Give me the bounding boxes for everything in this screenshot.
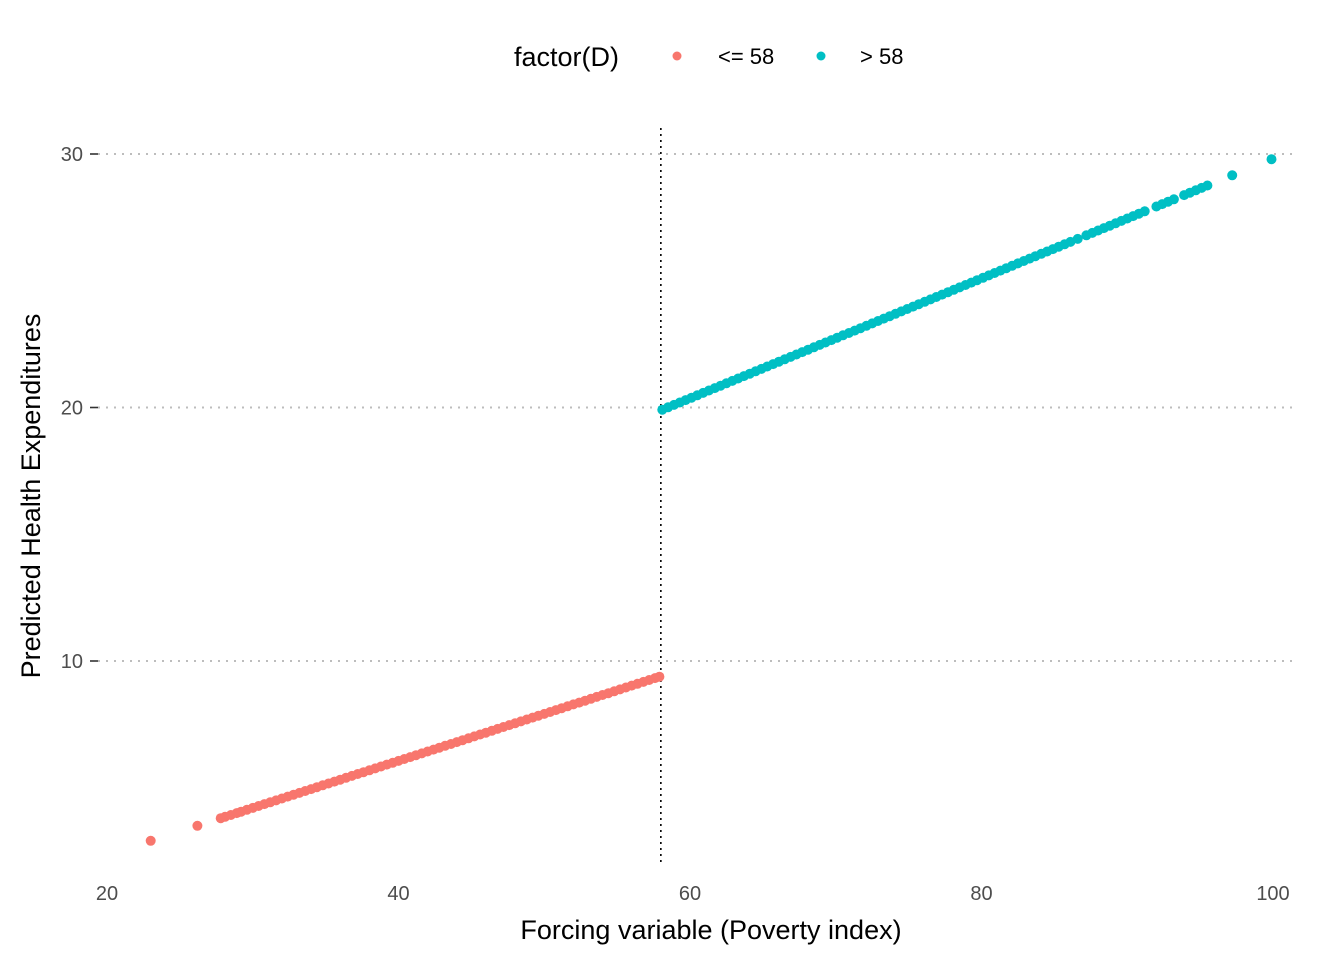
legend-title: factor(D): [514, 42, 619, 72]
legend-swatch-le58: [672, 51, 682, 61]
legend: factor(D) <= 58 > 58: [514, 42, 903, 72]
gridlines: [98, 153, 1298, 662]
legend-swatch-gt58: [816, 51, 826, 61]
x-tick-labels: 20 40 60 80 100: [96, 883, 1290, 905]
data-point-gt58-92: [1227, 170, 1238, 181]
data-point-gt58-71: [1072, 233, 1083, 244]
x-tick-label-100: 100: [1256, 883, 1289, 905]
data-point-gt58-86: [1168, 194, 1179, 205]
x-tick-label-40: 40: [387, 883, 409, 905]
legend-label-le58: <= 58: [718, 44, 774, 69]
data-point-le58-78: [654, 671, 665, 682]
y-tick-label-20: 20: [61, 398, 83, 420]
y-tick-marks: [90, 153, 98, 662]
data-point-le58-0: [145, 835, 156, 846]
x-tick-label-20: 20: [96, 883, 118, 905]
y-axis-title: Predicted Health Expenditures: [16, 314, 46, 679]
y-tick-label-30: 30: [61, 144, 83, 166]
legend-label-gt58: > 58: [860, 44, 903, 69]
x-tick-label-60: 60: [679, 883, 701, 905]
data-point-le58-1: [192, 820, 203, 831]
y-tick-label-10: 10: [61, 651, 83, 673]
data-points: [145, 154, 1277, 846]
data-point-gt58-82: [1139, 206, 1150, 217]
data-point-gt58-91: [1202, 180, 1213, 191]
data-point-gt58-93: [1266, 154, 1277, 165]
x-tick-label-80: 80: [970, 883, 992, 905]
y-tick-labels: 10 20 30: [61, 144, 83, 673]
x-axis-title: Forcing variable (Poverty index): [520, 915, 901, 945]
